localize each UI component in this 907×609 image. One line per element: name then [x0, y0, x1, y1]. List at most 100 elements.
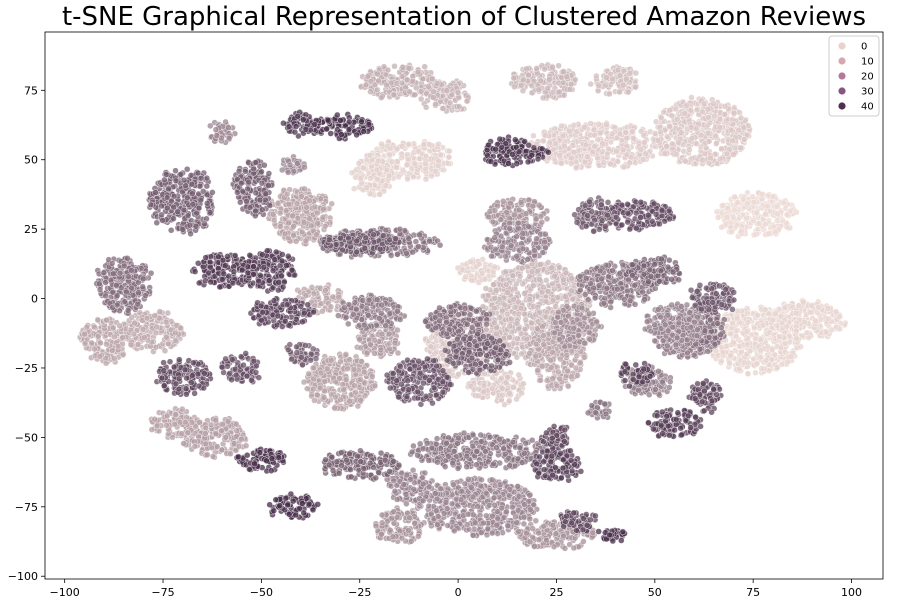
data-point	[581, 123, 588, 131]
data-point	[754, 312, 761, 319]
data-point	[300, 219, 308, 226]
data-point	[373, 166, 381, 174]
data-point	[597, 129, 604, 137]
chart-title: t-SNE Graphical Representation of Cluste…	[61, 2, 867, 32]
data-point	[422, 160, 429, 168]
data-point	[688, 135, 696, 142]
data-point	[375, 157, 382, 165]
data-point	[421, 63, 428, 70]
data-point	[728, 228, 735, 236]
data-point	[522, 316, 529, 323]
data-point	[523, 335, 530, 343]
data-point	[378, 94, 385, 102]
data-point	[355, 160, 363, 167]
data-point	[172, 411, 180, 418]
data-point	[746, 347, 754, 355]
data-point	[773, 203, 781, 211]
data-point	[752, 335, 759, 342]
data-point	[716, 115, 724, 123]
data-point	[642, 150, 649, 158]
data-point	[506, 390, 513, 397]
data-point	[739, 196, 747, 203]
data-point	[395, 173, 402, 181]
data-point	[699, 156, 706, 164]
data-point	[232, 447, 240, 454]
data-point	[544, 84, 551, 92]
data-point	[462, 273, 469, 280]
data-point	[440, 340, 447, 347]
data-point	[548, 264, 555, 271]
data-point	[411, 160, 418, 167]
data-point	[83, 323, 91, 331]
data-point	[661, 150, 668, 157]
data-point	[171, 421, 179, 428]
data-point	[162, 318, 170, 326]
data-point	[609, 75, 616, 83]
data-point	[456, 103, 463, 110]
data-point	[629, 128, 636, 135]
data-point	[736, 343, 743, 350]
data-point	[521, 290, 528, 297]
data-point	[489, 385, 496, 392]
data-point	[404, 76, 411, 84]
data-point	[509, 272, 516, 279]
data-point	[285, 219, 292, 227]
data-point	[602, 82, 609, 89]
data-point	[836, 313, 843, 320]
data-point	[81, 331, 88, 338]
data-point	[683, 102, 690, 109]
data-point	[390, 91, 398, 99]
data-point	[723, 214, 730, 221]
data-point	[97, 339, 104, 347]
data-point	[398, 73, 406, 80]
data-point	[730, 213, 737, 221]
data-point	[534, 268, 541, 275]
data-point	[712, 132, 720, 140]
data-point	[491, 295, 498, 302]
data-point	[724, 205, 731, 212]
data-point	[503, 281, 510, 288]
data-point	[317, 195, 324, 203]
data-point	[284, 190, 291, 198]
data-point	[623, 75, 630, 83]
data-point	[815, 304, 822, 311]
data-point	[425, 83, 432, 90]
cluster	[418, 77, 472, 115]
data-point	[752, 369, 759, 376]
data-point	[582, 141, 590, 149]
data-point	[423, 152, 430, 160]
data-point	[376, 191, 383, 198]
data-point	[141, 334, 148, 341]
data-point	[313, 231, 320, 238]
data-point	[386, 151, 393, 159]
data-point	[502, 379, 510, 386]
data-point	[230, 440, 238, 447]
data-point	[399, 143, 406, 150]
data-point	[143, 315, 151, 322]
data-point	[736, 214, 743, 221]
data-point	[668, 112, 675, 119]
data-point	[430, 94, 437, 101]
data-point	[290, 222, 297, 230]
data-point	[398, 79, 406, 87]
data-point	[510, 384, 517, 391]
data-point	[551, 273, 558, 280]
data-point	[151, 416, 158, 423]
data-point	[555, 62, 562, 69]
data-point	[542, 298, 550, 305]
data-point	[420, 141, 427, 148]
data-point	[566, 86, 574, 93]
data-point	[718, 357, 725, 365]
data-point	[771, 351, 779, 359]
data-point	[445, 153, 453, 161]
data-point	[455, 371, 462, 378]
data-point	[780, 199, 788, 207]
data-point	[801, 318, 808, 326]
data-point	[765, 230, 772, 237]
data-point	[134, 341, 142, 348]
data-point	[526, 296, 533, 303]
data-point	[797, 343, 804, 350]
data-point	[501, 301, 509, 309]
data-point	[568, 160, 575, 167]
data-point	[757, 347, 764, 354]
